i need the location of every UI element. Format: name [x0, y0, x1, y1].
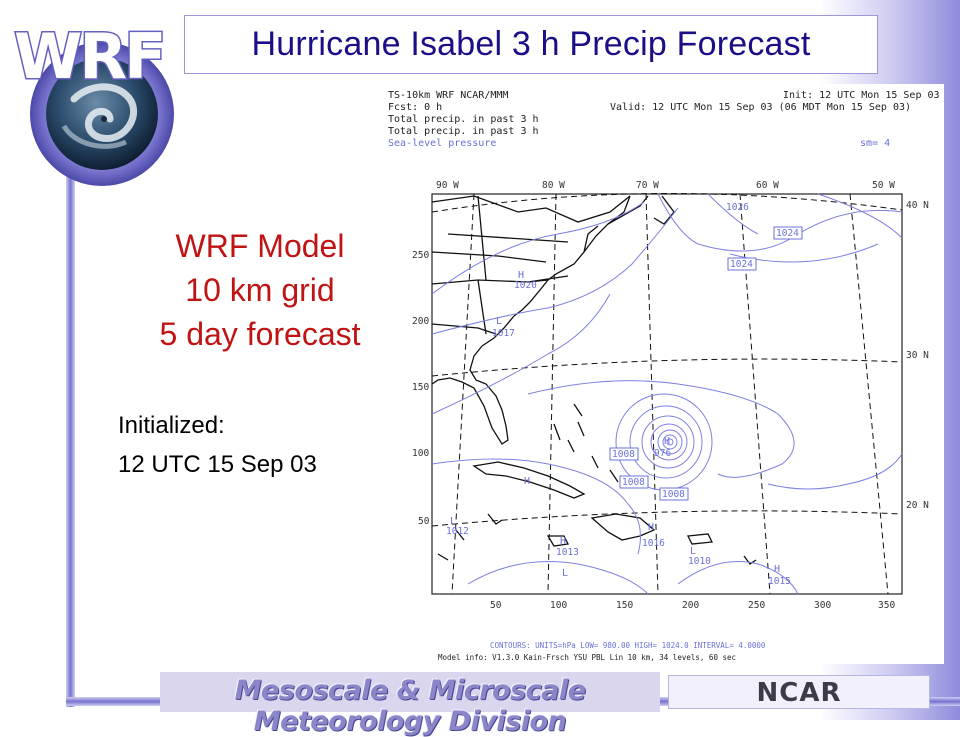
pressure-label: 1013: [556, 547, 579, 558]
wrf-logo: WRF: [4, 4, 174, 190]
x-tick-label: 50: [490, 600, 502, 611]
x-tick-label: 150: [616, 600, 633, 611]
x-tick-label: 350: [878, 600, 895, 611]
y-tick-label: 150: [412, 382, 429, 393]
lon-label: 50 W: [872, 180, 895, 191]
map-header-line-2: Fcst: 0 h: [388, 102, 442, 113]
init-label: Initialized:: [118, 412, 225, 439]
pressure-label: 1015: [768, 576, 791, 587]
model-line-1: WRF Model: [175, 228, 345, 264]
pressure-label: 1024: [730, 259, 753, 270]
division-banner: Mesoscale & Microscale Meteorology Divis…: [160, 672, 660, 737]
pressure-label: 1008: [662, 489, 685, 500]
map-header-line-1: TS-10km WRF NCAR/MMM: [388, 90, 508, 101]
pressure-label: 1008: [622, 477, 645, 488]
lon-label: 60 W: [756, 180, 779, 191]
map-plot-area: 1026 1024 1024 1020 1017 1008 976 1008 1…: [431, 193, 903, 595]
x-tick-label: 250: [748, 600, 765, 611]
map-header-line-4: Total precip. in past 3 h: [388, 126, 539, 137]
map-sm-label: sm= 4: [860, 138, 890, 149]
pressure-label: 1016: [642, 538, 665, 549]
y-tick-label: 250: [412, 250, 429, 261]
map-valid-label: Valid: 12 UTC Mon 15 Sep 03 (06 MDT Mon …: [610, 102, 911, 113]
lat-label: 20 N: [906, 500, 929, 511]
ncar-logo-text: NCAR: [756, 678, 842, 708]
y-tick-label: 100: [412, 448, 429, 459]
pressure-label: 1012: [446, 526, 469, 537]
hl-mark: L: [562, 568, 568, 579]
forecast-map: TS-10km WRF NCAR/MMM Fcst: 0 h Total pre…: [378, 84, 944, 664]
pressure-label: 1017: [492, 328, 515, 339]
pressure-label: 1010: [688, 556, 711, 567]
hl-mark: H: [664, 436, 670, 447]
model-line-3: 5 day forecast: [159, 316, 361, 352]
map-contours-info: CONTOURS: UNITS=hPa LOW= 980.00 HIGH= 10…: [490, 641, 766, 650]
lon-label: 80 W: [542, 180, 565, 191]
logo-text: WRF: [14, 20, 163, 93]
x-tick-label: 300: [814, 600, 831, 611]
y-tick-label: 50: [418, 516, 430, 527]
slide-title: Hurricane Isabel 3 h Precip Forecast: [251, 25, 811, 63]
lon-label: 90 W: [436, 180, 459, 191]
x-tick-label: 100: [550, 600, 567, 611]
pressure-label: 1020: [514, 280, 537, 291]
x-tick-label: 200: [682, 600, 699, 611]
hl-mark: H: [648, 522, 654, 533]
map-header-line-3: Total precip. in past 3 h: [388, 114, 539, 125]
map-slp-label: Sea-level pressure: [388, 138, 496, 149]
y-tick-label: 200: [412, 316, 429, 327]
pressure-label: 976: [654, 448, 671, 459]
model-line-2: 10 km grid: [185, 272, 335, 308]
hl-mark: L: [450, 516, 456, 527]
hl-mark: H: [518, 270, 524, 281]
map-model-info: Model info: V1.3.0 Kain-Frsch YSU PBL Li…: [438, 653, 736, 662]
hl-mark: H: [560, 536, 566, 547]
map-init-label: Init: 12 UTC Mon 15 Sep 03: [783, 90, 940, 101]
init-date: 12 UTC 15 Sep 03: [118, 451, 317, 478]
left-vertical-bar: [66, 150, 75, 707]
division-banner-text: Mesoscale & Microscale Meteorology Divis…: [234, 675, 586, 737]
pressure-label: 1024: [776, 228, 799, 239]
hl-mark: L: [496, 316, 502, 327]
ncar-logo: NCAR: [668, 675, 930, 709]
lat-label: 40 N: [906, 200, 929, 211]
lat-label: 30 N: [906, 350, 929, 361]
pressure-label: 1026: [726, 202, 749, 213]
pressure-label: 1008: [612, 449, 635, 460]
hl-mark: H: [774, 564, 780, 575]
hl-mark: L: [690, 546, 696, 557]
lon-label: 70 W: [636, 180, 659, 191]
hl-mark: H: [524, 476, 530, 487]
title-box: Hurricane Isabel 3 h Precip Forecast: [184, 15, 878, 74]
